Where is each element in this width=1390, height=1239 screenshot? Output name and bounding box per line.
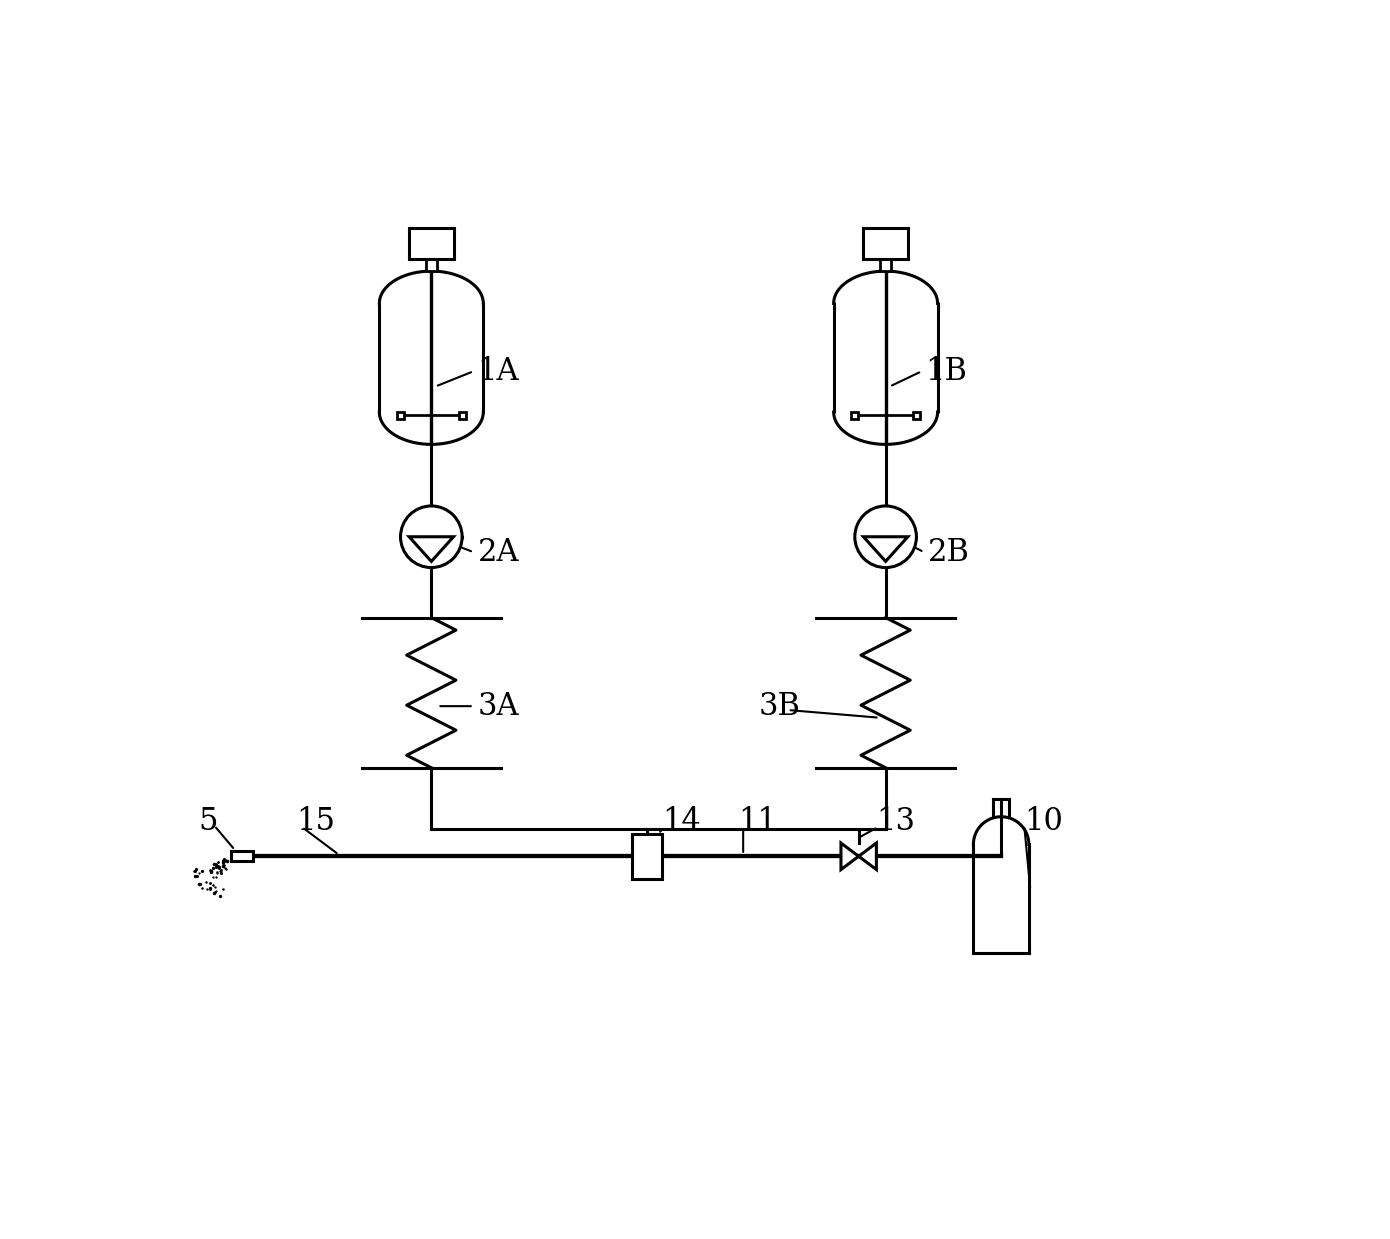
Text: 13: 13 bbox=[876, 807, 916, 838]
Circle shape bbox=[855, 506, 916, 567]
Polygon shape bbox=[409, 536, 453, 561]
Text: 14: 14 bbox=[662, 807, 701, 838]
Polygon shape bbox=[859, 843, 876, 870]
Polygon shape bbox=[841, 843, 859, 870]
Text: 3B: 3B bbox=[759, 690, 801, 721]
Bar bbox=[425, 259, 436, 271]
Bar bbox=[863, 228, 908, 259]
Bar bbox=[398, 411, 404, 419]
Bar bbox=[880, 259, 891, 271]
Bar bbox=[231, 851, 253, 861]
Bar bbox=[409, 228, 453, 259]
Polygon shape bbox=[863, 536, 908, 561]
Bar bbox=[913, 411, 920, 419]
Text: 1A: 1A bbox=[478, 356, 518, 387]
Text: 3A: 3A bbox=[478, 690, 518, 721]
Text: 10: 10 bbox=[1024, 807, 1063, 838]
Bar bbox=[459, 411, 466, 419]
Text: 11: 11 bbox=[738, 807, 777, 838]
Bar bbox=[851, 411, 858, 419]
Text: 2B: 2B bbox=[929, 536, 970, 567]
Circle shape bbox=[400, 506, 461, 567]
Text: 15: 15 bbox=[296, 807, 335, 838]
Text: 5: 5 bbox=[199, 807, 218, 838]
Text: 2A: 2A bbox=[478, 536, 518, 567]
Text: 1B: 1B bbox=[926, 356, 967, 387]
Bar bbox=[632, 834, 662, 878]
